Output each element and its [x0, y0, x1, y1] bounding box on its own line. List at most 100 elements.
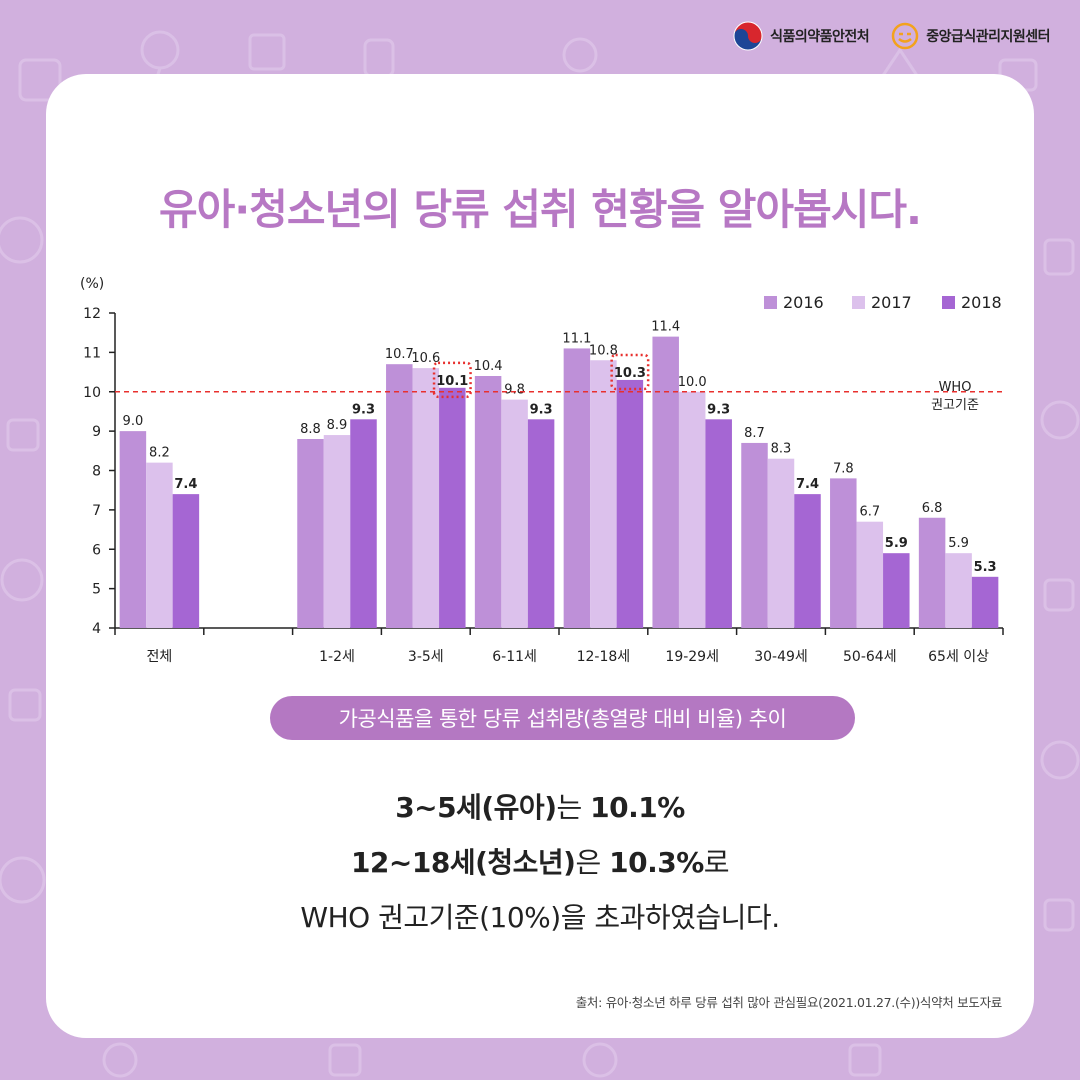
y-axis-label: (%): [80, 276, 104, 292]
data-label: 8.7: [744, 426, 765, 441]
data-label: 9.3: [707, 402, 730, 417]
bar: [474, 376, 502, 628]
data-label: 6.8: [922, 501, 943, 516]
data-label: 5.3: [974, 560, 997, 575]
legend-label: 2016: [783, 293, 824, 312]
data-label: 10.3: [614, 366, 646, 381]
korea-government-emblem-icon: [733, 21, 763, 51]
bar: [172, 494, 200, 628]
data-label: 7.4: [174, 477, 197, 492]
data-label: 5.9: [948, 536, 969, 551]
reference-label: 권고기준: [931, 398, 979, 413]
legend-swatch: [764, 296, 777, 309]
bar: [945, 553, 972, 628]
chart-caption-pill: 가공식품을 통한 당류 섭취량(총열량 대비 비율) 추이: [270, 696, 855, 740]
bar: [527, 419, 555, 628]
data-label: 5.9: [885, 536, 908, 551]
x-tick-label: 12-18세: [577, 649, 631, 665]
summary-line-1: 3~5세(유아)는 10.1%: [46, 786, 1034, 826]
summary-text: 은: [575, 846, 610, 879]
data-label: 10.6: [411, 351, 440, 366]
legend-label: 2018: [961, 293, 1002, 312]
org-mfds: 식품의약품안전처: [733, 21, 870, 51]
bar: [146, 462, 173, 628]
summary-text: 로: [703, 846, 730, 879]
y-tick-label: 7: [92, 503, 101, 519]
data-label: 9.3: [530, 402, 553, 417]
data-label: 11.1: [562, 331, 591, 346]
y-tick-label: 12: [83, 306, 101, 322]
y-tick-label: 5: [92, 582, 101, 598]
summary-bold: 3~5세(유아): [395, 791, 557, 824]
summary-bold: 10.3%: [609, 846, 704, 879]
data-label: 9.8: [504, 383, 525, 398]
summary-text: 는: [556, 791, 591, 824]
x-tick-label: 3-5세: [408, 649, 444, 665]
summary-line-2: 12~18세(청소년)은 10.3%로: [46, 841, 1034, 881]
bar-chart: (%) 4 5 6 7 8 9 10 11 12 전체 1-2세 3-5세 6-11세 12-18세 19-2…: [80, 276, 1004, 665]
org-mfds-label: 식품의약품안전처: [770, 29, 870, 45]
data-label: 9.0: [123, 414, 144, 429]
data-label: 8.8: [300, 422, 321, 437]
y-tick-label: 11: [83, 345, 101, 361]
summary-bold: 10.1%: [590, 791, 685, 824]
bar: [616, 379, 644, 628]
bar: [350, 419, 377, 628]
data-label: 11.4: [651, 320, 680, 335]
x-tick-label: 19-29세: [665, 649, 719, 665]
header: 식품의약품안전처 중앙급식관리지원센터: [733, 18, 1050, 54]
data-label: 8.9: [327, 418, 348, 433]
x-tick-label: 30-49세: [754, 649, 808, 665]
bar: [918, 517, 946, 628]
summary-bold: 12~18세(청소년): [350, 846, 576, 879]
highlight-box: [610, 353, 650, 391]
bar: [119, 431, 147, 628]
x-tick-label: 6-11세: [492, 649, 537, 665]
data-label: 10.7: [385, 347, 414, 362]
y-tick-label: 8: [92, 464, 101, 480]
x-tick-label: 65세 이상: [928, 649, 989, 665]
bar: [297, 439, 324, 628]
bar: [705, 419, 732, 628]
x-tick-label: 1-2세: [319, 649, 355, 665]
page-title: 유아·청소년의 당류 섭취 현황을 알아봅시다.: [159, 185, 922, 234]
data-label: 9.3: [352, 402, 375, 417]
legend-label: 2017: [871, 293, 912, 312]
smile-logo-icon: [891, 22, 919, 50]
data-label: 10.0: [678, 375, 707, 390]
y-tick-label: 9: [92, 424, 101, 440]
bar: [439, 387, 466, 628]
legend-swatch: [852, 296, 865, 309]
x-tick-label: 전체: [147, 649, 173, 665]
data-label: 6.7: [859, 505, 880, 520]
org-center: 중앙급식관리지원센터: [891, 22, 1050, 50]
bar: [678, 391, 706, 628]
bar: [794, 494, 821, 628]
bar: [652, 336, 679, 628]
bar: [412, 368, 440, 628]
bar: [830, 478, 857, 628]
data-label: 8.3: [771, 442, 792, 457]
bar: [323, 435, 351, 628]
bar: [563, 348, 591, 628]
y-tick-label: 10: [83, 385, 101, 401]
y-tick-label: 6: [92, 542, 101, 558]
bar: [386, 364, 413, 628]
bar: [971, 576, 999, 628]
reference-label: WHO: [939, 380, 972, 395]
bar: [590, 360, 617, 628]
data-label: 7.8: [833, 461, 854, 476]
bar: [767, 458, 795, 628]
data-label: 10.4: [474, 359, 503, 374]
org-center-label: 중앙급식관리지원센터: [926, 29, 1050, 45]
y-tick-label: 4: [92, 621, 101, 637]
data-label: 10.1: [436, 374, 468, 389]
bar: [501, 399, 528, 628]
data-label: 8.2: [149, 446, 170, 461]
data-label: 10.8: [589, 343, 618, 358]
source-note: 출처: 유아·청소년 하루 당류 섭취 많아 관심필요(2021.01.27.(…: [575, 995, 1003, 1010]
summary-line-3: WHO 권고기준(10%)을 초과하였습니다.: [300, 901, 780, 934]
data-label: 7.4: [796, 477, 819, 492]
bar: [883, 553, 910, 628]
